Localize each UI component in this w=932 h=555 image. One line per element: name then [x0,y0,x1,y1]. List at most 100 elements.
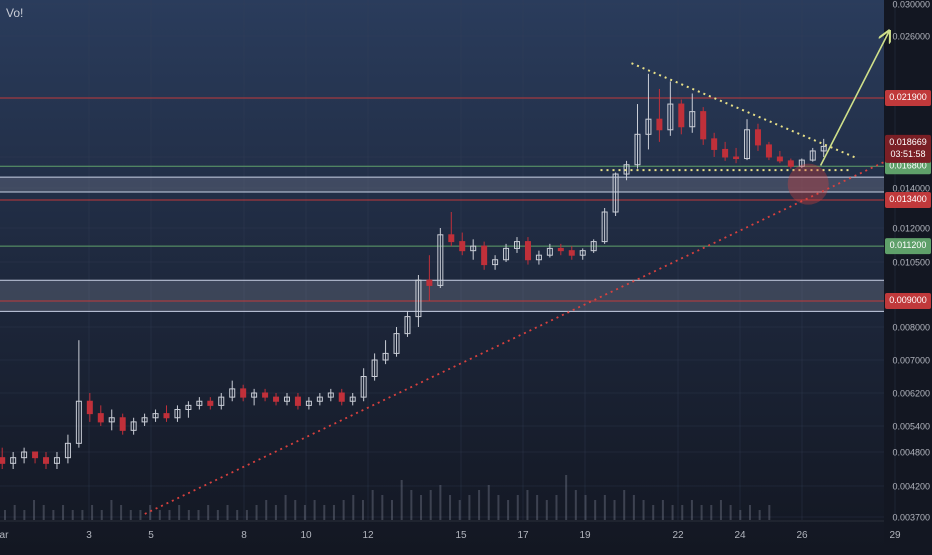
candle-body [437,234,444,286]
triangle-upper-line [631,62,859,160]
volume-bar [681,505,684,520]
volume-bar [313,500,316,520]
x-tick-label: ar [0,530,9,541]
price-tag-label: 03:51:58 [890,149,925,159]
plot-background [0,0,884,550]
volume-bar [729,505,732,520]
candle-body [700,111,707,140]
zone-layer [0,176,884,312]
candle-body [415,279,422,318]
candle-body [382,352,389,361]
candle-body [612,173,619,213]
candle-body [590,241,597,252]
volume-bar [139,510,142,520]
volume-bar [410,490,413,520]
y-tick-label: 0.008000 [892,323,930,333]
volume-bar [255,505,258,520]
price-tag [885,293,931,309]
y-tick-label: 0.004800 [892,448,930,458]
candle-body [130,421,137,431]
y-tick-label: 0.004200 [892,482,930,492]
volume-bar [91,505,94,520]
price-tag-label: 0.013400 [889,194,927,204]
volume-bar [274,505,277,520]
drawing-layer [144,32,911,515]
volume-bar [149,505,152,520]
candle-body [240,388,247,398]
candle-body [733,156,740,160]
volume-bar [129,510,132,520]
volume-bar [187,510,190,520]
candle-body [601,211,608,243]
price-tag [885,134,931,163]
volume-bar [71,510,74,520]
volume-bar [710,505,713,520]
candle-body [579,250,586,256]
volume-bar [178,505,181,520]
candle-body [316,396,323,402]
volume-bar [613,500,616,520]
price-tag-label: 0.011200 [890,240,927,250]
candle-body [152,413,159,419]
volume-bar [449,495,452,520]
volume-bar [110,500,113,520]
price-tag [885,192,931,208]
price-tag-label: 0.021900 [889,92,927,102]
corner-label: Vo! [6,6,24,20]
candle-body [722,148,729,158]
volume-bar [400,480,403,520]
x-tick-label: 22 [672,530,684,541]
candle-body [141,417,148,423]
x-tick-label: 12 [362,530,374,541]
candle-body [557,247,564,252]
candle-body [294,396,301,406]
volume-bar [226,505,229,520]
price-tag [885,238,931,255]
volume-bar [352,495,355,520]
y-tick-label: 0.006200 [892,389,930,399]
candle-body [787,160,794,167]
volume-bar [33,500,36,520]
y-tick-label: 0.026000 [892,32,930,42]
volume-bar [294,500,297,520]
candle-body [470,245,477,252]
candle-body [229,388,236,398]
volume-bar [458,500,461,520]
volume-bar [671,505,674,520]
hline-layer [0,97,884,302]
y-tick-label: 0.010500 [892,258,930,268]
candle-body [338,392,345,402]
volume-bar [439,485,442,520]
candle-body [174,409,181,419]
volume-bar [361,500,364,520]
price-tag-label: 0.016800 [889,160,927,170]
x-tick-label: 17 [517,530,529,541]
candle-body [218,396,225,406]
candle-body [196,400,203,406]
price-tag-label: 0.009000 [889,295,927,305]
candle-body [711,138,718,150]
candle-body [776,156,783,162]
y-tick-label: 0.003700 [892,513,930,523]
y-tick-label: 0.007000 [892,356,930,366]
projection-arrow [819,32,889,166]
volume-bar [13,505,16,520]
volume-bar [632,495,635,520]
volume-bar [23,510,26,520]
x-tick-label: 19 [579,530,591,541]
y-tick-label: 0.014000 [892,184,930,194]
candle-body [535,254,542,261]
zone-band [0,280,884,312]
candle-body [492,259,499,266]
y-tick-label: 0.012000 [892,224,930,234]
tag-layer: 0.021900 0.016800 0.013400 0.011200 0.009000… [885,90,931,309]
candle-body [503,247,510,261]
candle-body [251,392,258,398]
volume-bar [739,510,742,520]
candle-body [262,392,269,398]
volume-bar [555,495,558,520]
volume-bar [100,510,103,520]
volume-bar [478,490,481,520]
